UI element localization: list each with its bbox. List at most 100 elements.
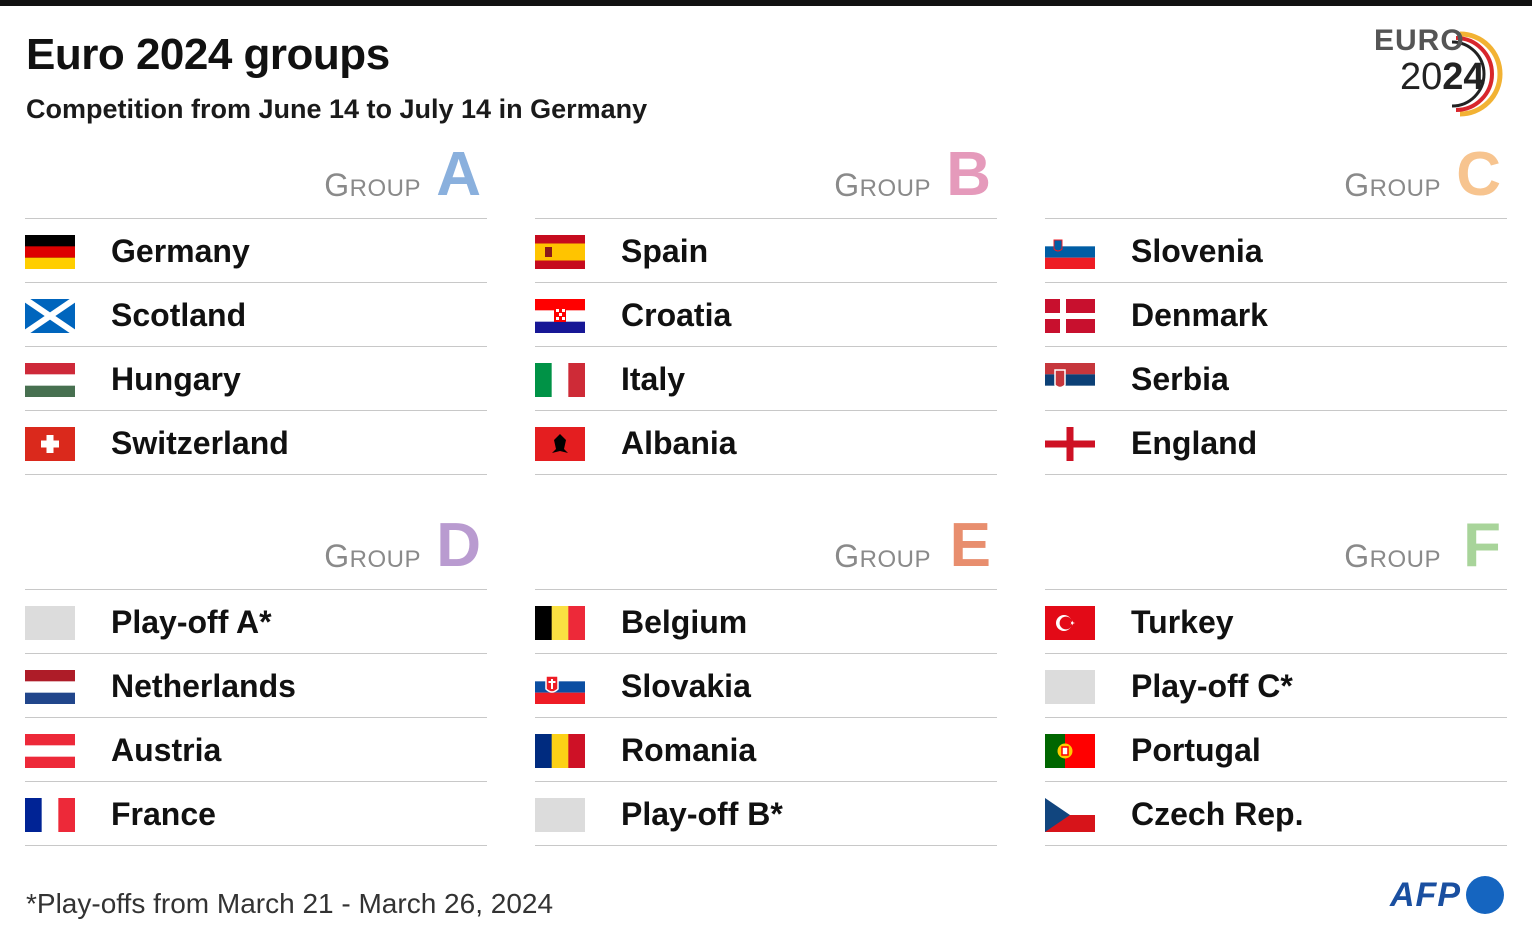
team-name: Play-off B* bbox=[621, 796, 783, 832]
hungary-flag-icon bbox=[25, 363, 75, 397]
group-f: GROUP F Turkey Play-off C* Portugal Czech Rep… bbox=[1045, 515, 1507, 846]
team-row: Romania bbox=[535, 718, 997, 782]
team-name: England bbox=[1131, 425, 1258, 461]
group-word: GROUP bbox=[1344, 538, 1441, 575]
czech-flag-icon bbox=[1045, 798, 1095, 832]
group-letter: E bbox=[949, 511, 991, 580]
page-subtitle: Competition from June 14 to July 14 in G… bbox=[26, 94, 648, 124]
switzerland-flag-icon bbox=[25, 427, 75, 461]
group-a: GROUP A Germany Scotland Hungary Switzerland bbox=[25, 144, 487, 475]
logo-year-light: 20 bbox=[1400, 56, 1443, 98]
netherlands-flag-icon bbox=[25, 670, 75, 704]
albania-flag-icon bbox=[535, 427, 585, 461]
team-name: Switzerland bbox=[111, 425, 289, 461]
team-name: Austria bbox=[111, 732, 222, 768]
team-name: Play-off C* bbox=[1131, 668, 1293, 704]
team-row: Italy bbox=[535, 347, 997, 411]
team-name: Scotland bbox=[111, 297, 247, 333]
team-name: Czech Rep. bbox=[1131, 796, 1304, 832]
team-row: Portugal bbox=[1045, 718, 1507, 782]
group-word-rest: ROUP bbox=[349, 546, 421, 573]
england-flag-icon bbox=[1045, 427, 1095, 461]
slovenia-flag-icon bbox=[1045, 235, 1095, 269]
group-letter: A bbox=[436, 140, 481, 209]
team-name: Italy bbox=[621, 361, 686, 397]
group-word-rest: ROUP bbox=[1369, 546, 1441, 573]
team-row: Slovenia bbox=[1045, 219, 1507, 283]
group-header: GROUP D bbox=[25, 515, 487, 590]
team-name: Hungary bbox=[111, 361, 241, 397]
team-name: France bbox=[111, 796, 216, 832]
team-name: Netherlands bbox=[111, 668, 296, 704]
group-word: GROUP bbox=[1344, 167, 1441, 204]
group-word-initial: G bbox=[324, 167, 350, 203]
germany-flag-icon bbox=[25, 235, 75, 269]
group-word: GROUP bbox=[834, 538, 931, 575]
team-name: Slovenia bbox=[1131, 233, 1263, 269]
group-word-rest: ROUP bbox=[1369, 175, 1441, 202]
team-row: Play-off B* bbox=[535, 782, 997, 846]
team-name: Denmark bbox=[1131, 297, 1268, 333]
group-letter: C bbox=[1456, 140, 1501, 209]
team-name: Turkey bbox=[1131, 604, 1234, 640]
team-name: Slovakia bbox=[621, 668, 751, 704]
team-row: France bbox=[25, 782, 487, 846]
france-flag-icon bbox=[25, 798, 75, 832]
logo-euro-text: EURO bbox=[1374, 24, 1465, 57]
group-letter: D bbox=[436, 511, 481, 580]
belgium-flag-icon bbox=[535, 606, 585, 640]
turkey-flag-icon bbox=[1045, 606, 1095, 640]
group-word: GROUP bbox=[324, 538, 421, 575]
footnote: *Play-offs from March 21 - March 26, 202… bbox=[26, 888, 554, 919]
group-word: GROUP bbox=[324, 167, 421, 204]
team-row: Switzerland bbox=[25, 411, 487, 475]
team-name: Serbia bbox=[1131, 361, 1229, 397]
group-c: GROUP C Slovenia Denmark Serbia England bbox=[1045, 144, 1507, 475]
italy-flag-icon bbox=[535, 363, 585, 397]
croatia-flag-icon bbox=[535, 299, 585, 333]
team-name: Romania bbox=[621, 732, 757, 768]
team-row: Germany bbox=[25, 219, 487, 283]
logo-rings-icon bbox=[1451, 31, 1503, 117]
group-word-initial: G bbox=[1344, 167, 1370, 203]
group-word-rest: ROUP bbox=[859, 175, 931, 202]
logo-year-bold: 24 bbox=[1442, 56, 1485, 98]
group-word-rest: ROUP bbox=[349, 175, 421, 202]
team-row: Denmark bbox=[1045, 283, 1507, 347]
team-row: Play-off C* bbox=[1045, 654, 1507, 718]
team-row: Netherlands bbox=[25, 654, 487, 718]
group-word-initial: G bbox=[834, 538, 860, 574]
team-row: Spain bbox=[535, 219, 997, 283]
portugal-flag-icon bbox=[1045, 734, 1095, 768]
group-b: GROUP B Spain Croatia Italy Albania bbox=[535, 144, 997, 475]
romania-flag-icon bbox=[535, 734, 585, 768]
group-word: GROUP bbox=[834, 167, 931, 204]
team-row: Play-off A* bbox=[25, 590, 487, 654]
group-header: GROUP B bbox=[535, 144, 997, 219]
afp-logo: AFP bbox=[1390, 874, 1506, 918]
team-row: Scotland bbox=[25, 283, 487, 347]
blank-flag-icon bbox=[25, 606, 75, 640]
team-row: Czech Rep. bbox=[1045, 782, 1507, 846]
team-row: Belgium bbox=[535, 590, 997, 654]
team-name: Play-off A* bbox=[111, 604, 272, 640]
team-row: England bbox=[1045, 411, 1507, 475]
team-name: Belgium bbox=[621, 604, 748, 640]
denmark-flag-icon bbox=[1045, 299, 1095, 333]
page-title: Euro 2024 groups bbox=[26, 30, 390, 79]
serbia-flag-icon bbox=[1045, 363, 1095, 397]
afp-logo-text: AFP bbox=[1390, 876, 1461, 914]
afp-dot-icon bbox=[1466, 876, 1504, 914]
austria-flag-icon bbox=[25, 734, 75, 768]
top-rule bbox=[0, 0, 1532, 6]
group-e: GROUP E Belgium Slovakia Romania Play-off B* bbox=[535, 515, 997, 846]
group-header: GROUP C bbox=[1045, 144, 1507, 219]
group-header: GROUP E bbox=[535, 515, 997, 590]
group-header: GROUP F bbox=[1045, 515, 1507, 590]
group-word-initial: G bbox=[324, 538, 350, 574]
team-row: Slovakia bbox=[535, 654, 997, 718]
group-word-initial: G bbox=[834, 167, 860, 203]
group-header: GROUP A bbox=[25, 144, 487, 219]
team-name: Albania bbox=[621, 425, 737, 461]
team-row: Serbia bbox=[1045, 347, 1507, 411]
